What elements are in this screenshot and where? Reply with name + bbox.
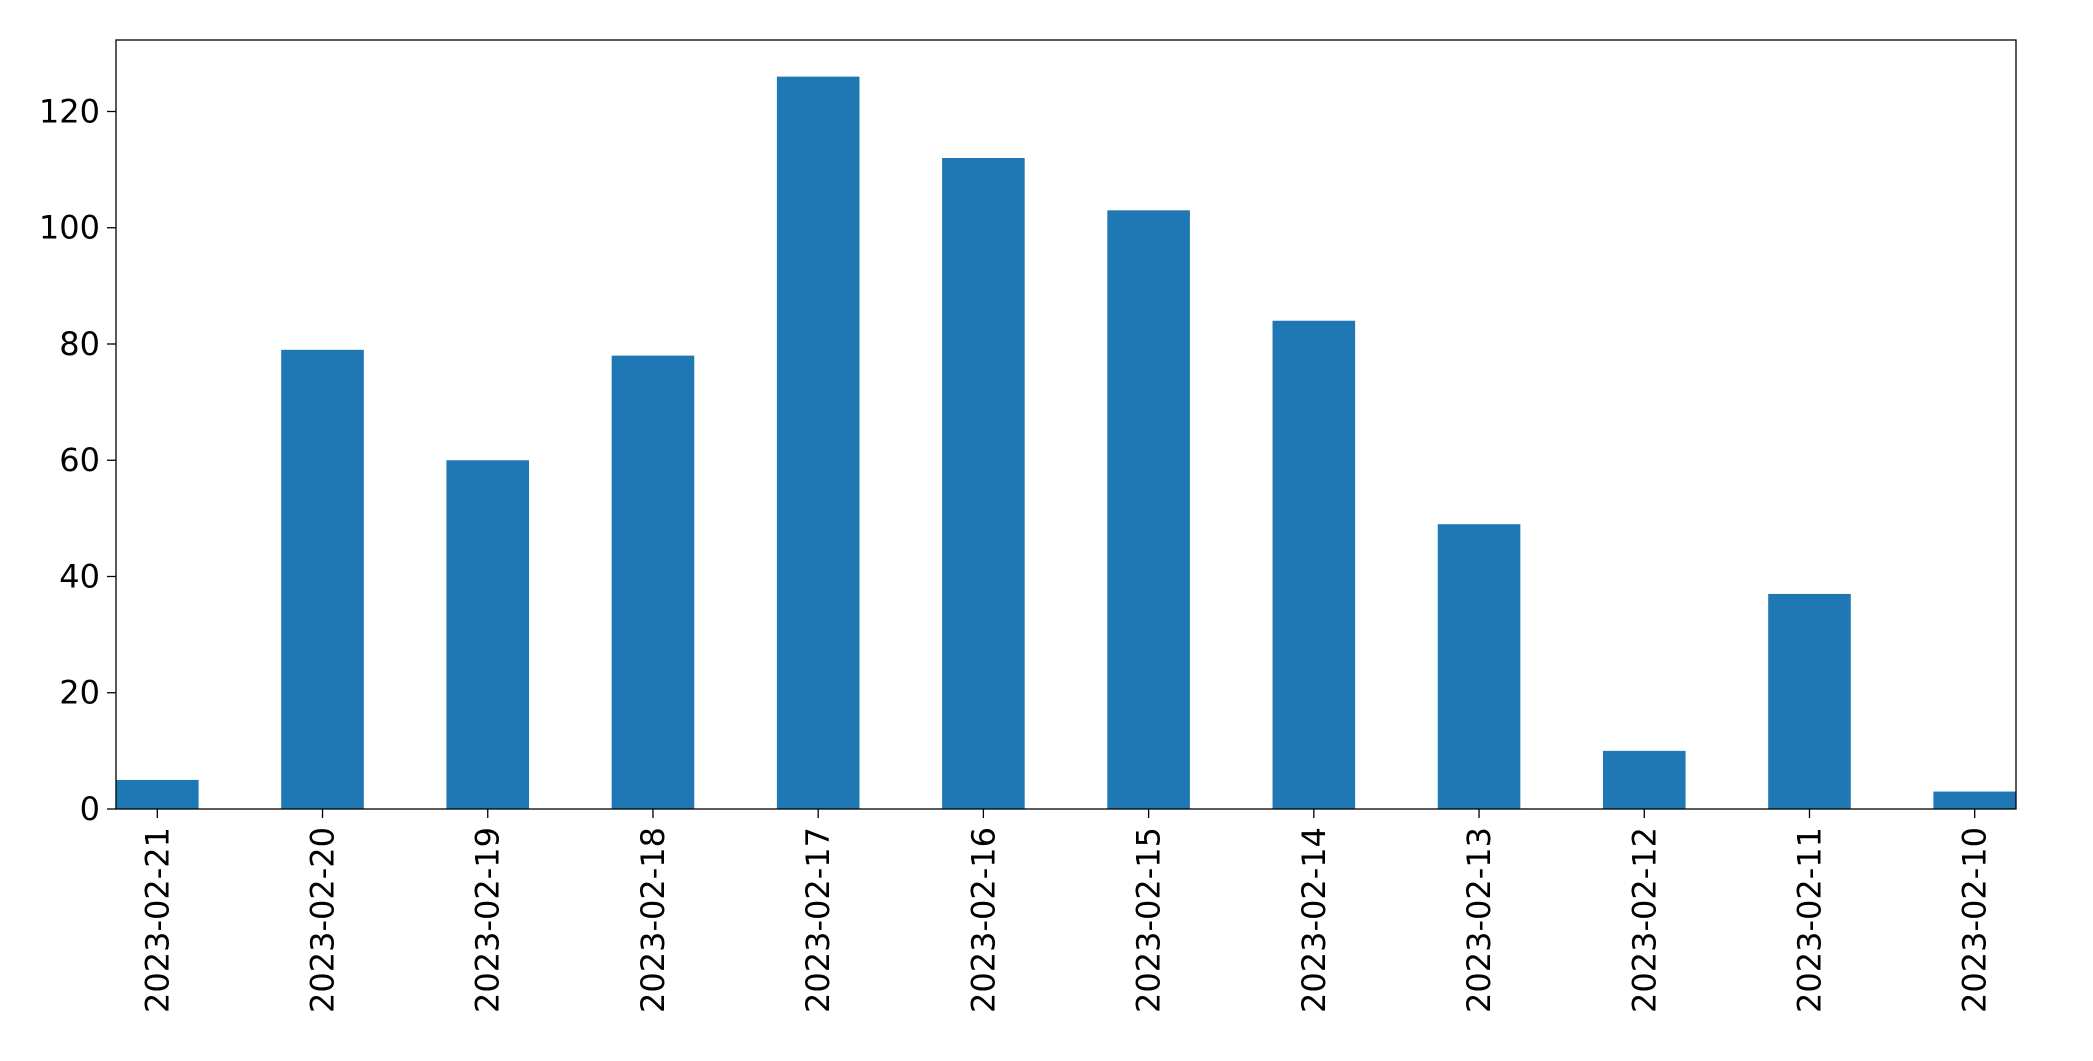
x-tick-label: 2023-02-14: [1295, 827, 1333, 1013]
bar: [1933, 791, 2016, 809]
x-tick-label: 2023-02-15: [1130, 827, 1168, 1013]
bar: [1272, 320, 1356, 809]
x-tick-label: 2023-02-10: [1956, 827, 1994, 1013]
y-tick-label: 100: [39, 209, 100, 247]
plot-frame: [115, 39, 2017, 810]
x-tick-label: 2023-02-20: [304, 827, 342, 1013]
bar: [281, 349, 364, 809]
bar: [776, 76, 860, 810]
bar: [446, 460, 530, 809]
bar: [116, 779, 199, 809]
y-tick-label: 20: [59, 674, 100, 712]
x-tick-label: 2023-02-12: [1625, 827, 1663, 1013]
bar: [1768, 593, 1851, 809]
x-tick-label: 2023-02-21: [138, 827, 176, 1013]
x-tick-label: 2023-02-17: [799, 827, 837, 1013]
y-tick-label: 40: [59, 557, 100, 595]
x-tick-label: 2023-02-18: [634, 827, 672, 1013]
x-tick-label: 2023-02-16: [964, 827, 1002, 1013]
y-tick-label: 60: [59, 441, 100, 479]
bar: [611, 355, 695, 809]
x-tick-label: 2023-02-19: [469, 827, 507, 1013]
x-tick-label: 2023-02-13: [1460, 827, 1498, 1013]
bar: [1107, 210, 1190, 810]
x-tick-label: 2023-02-11: [1790, 827, 1828, 1013]
bar: [1437, 524, 1521, 809]
y-tick-label: 0: [80, 790, 100, 828]
y-tick-label: 120: [39, 92, 100, 130]
y-tick-label: 80: [59, 325, 100, 363]
bar: [942, 157, 1025, 810]
bar: [1602, 750, 1686, 809]
